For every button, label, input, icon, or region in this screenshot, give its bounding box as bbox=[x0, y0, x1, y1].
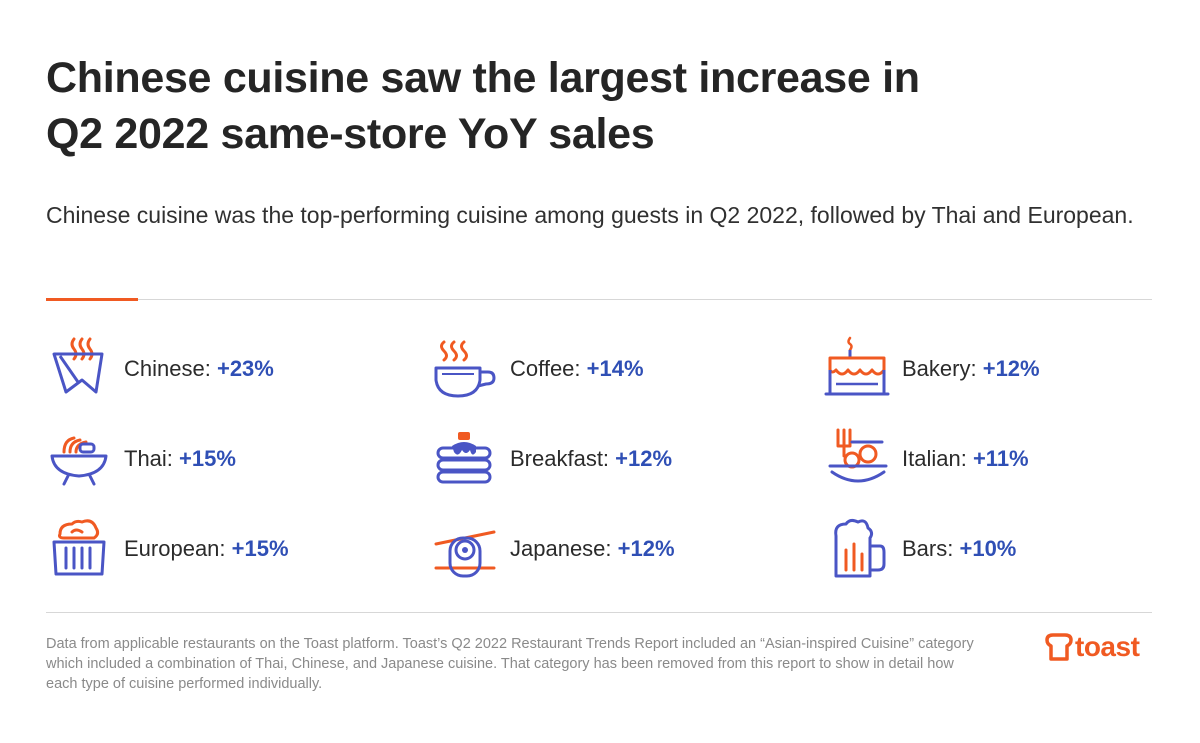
toast-logo: toast bbox=[1045, 630, 1140, 664]
cuisine-item-japanese: Japanese: +12% bbox=[432, 514, 675, 584]
cuisine-name: Coffee: bbox=[510, 356, 581, 381]
bottom-divider bbox=[46, 612, 1152, 613]
cuisine-item-breakfast: Breakfast: +12% bbox=[432, 424, 672, 494]
cuisine-item-european: European: +15% bbox=[46, 514, 289, 584]
noodle-box-icon bbox=[52, 337, 104, 394]
cuisine-name: Bakery: bbox=[902, 356, 977, 381]
cuisine-value: +12% bbox=[617, 536, 675, 561]
pasta-plate-icon bbox=[828, 428, 888, 483]
cake-icon bbox=[824, 336, 890, 396]
cuisine-value: +10% bbox=[959, 536, 1017, 561]
cuisine-item-bars: Bars: +10% bbox=[824, 514, 1016, 584]
cuisine-value: +11% bbox=[972, 446, 1029, 471]
cuisine-grid: Chinese: +23% Thai: +15% European: +15% … bbox=[46, 330, 1152, 590]
cuisine-value: +15% bbox=[179, 446, 236, 471]
logo-text: toast bbox=[1075, 631, 1140, 662]
pancakes-icon bbox=[436, 432, 492, 484]
cuisine-name: Chinese: bbox=[124, 356, 211, 381]
cuisine-value: +12% bbox=[982, 356, 1040, 381]
toast-logo-icon bbox=[1045, 633, 1073, 661]
page-title: Chinese cuisine saw the largest increase… bbox=[46, 50, 1146, 162]
cuisine-name: Breakfast: bbox=[510, 446, 610, 471]
top-divider bbox=[46, 299, 1152, 300]
beer-mug-icon bbox=[834, 518, 886, 578]
page-subtitle: Chinese cuisine was the top-performing c… bbox=[46, 202, 1134, 228]
cuisine-value: +14% bbox=[586, 356, 644, 381]
cuisine-item-coffee: Coffee: +14% bbox=[432, 334, 644, 404]
cuisine-name: European: bbox=[124, 536, 226, 561]
cuisine-item-italian: Italian: +11% bbox=[824, 424, 1029, 494]
title-line-2: Q2 2022 same-store YoY sales bbox=[46, 110, 655, 158]
cuisine-item-bakery: Bakery: +12% bbox=[824, 334, 1040, 404]
cuisine-name: Japanese: bbox=[510, 536, 612, 561]
coffee-cup-icon bbox=[434, 340, 496, 398]
cuisine-name: Thai: bbox=[124, 446, 173, 471]
cuisine-item-thai: Thai: +15% bbox=[46, 424, 236, 494]
title-line-1: Chinese cuisine saw the largest increase… bbox=[46, 54, 920, 102]
footnote: Data from applicable restaurants on the … bbox=[46, 636, 974, 692]
sushi-roll-icon bbox=[434, 530, 496, 578]
cuisine-item-chinese: Chinese: +23% bbox=[46, 334, 274, 404]
bread-basket-icon bbox=[52, 519, 106, 576]
accent-divider bbox=[46, 298, 138, 301]
cuisine-name: Italian: bbox=[902, 446, 967, 471]
cuisine-value: +23% bbox=[216, 356, 274, 381]
cuisine-name: Bars: bbox=[902, 536, 954, 561]
cuisine-value: +15% bbox=[231, 536, 289, 561]
cuisine-value: +12% bbox=[615, 446, 673, 471]
noodle-bowl-icon bbox=[50, 436, 108, 486]
